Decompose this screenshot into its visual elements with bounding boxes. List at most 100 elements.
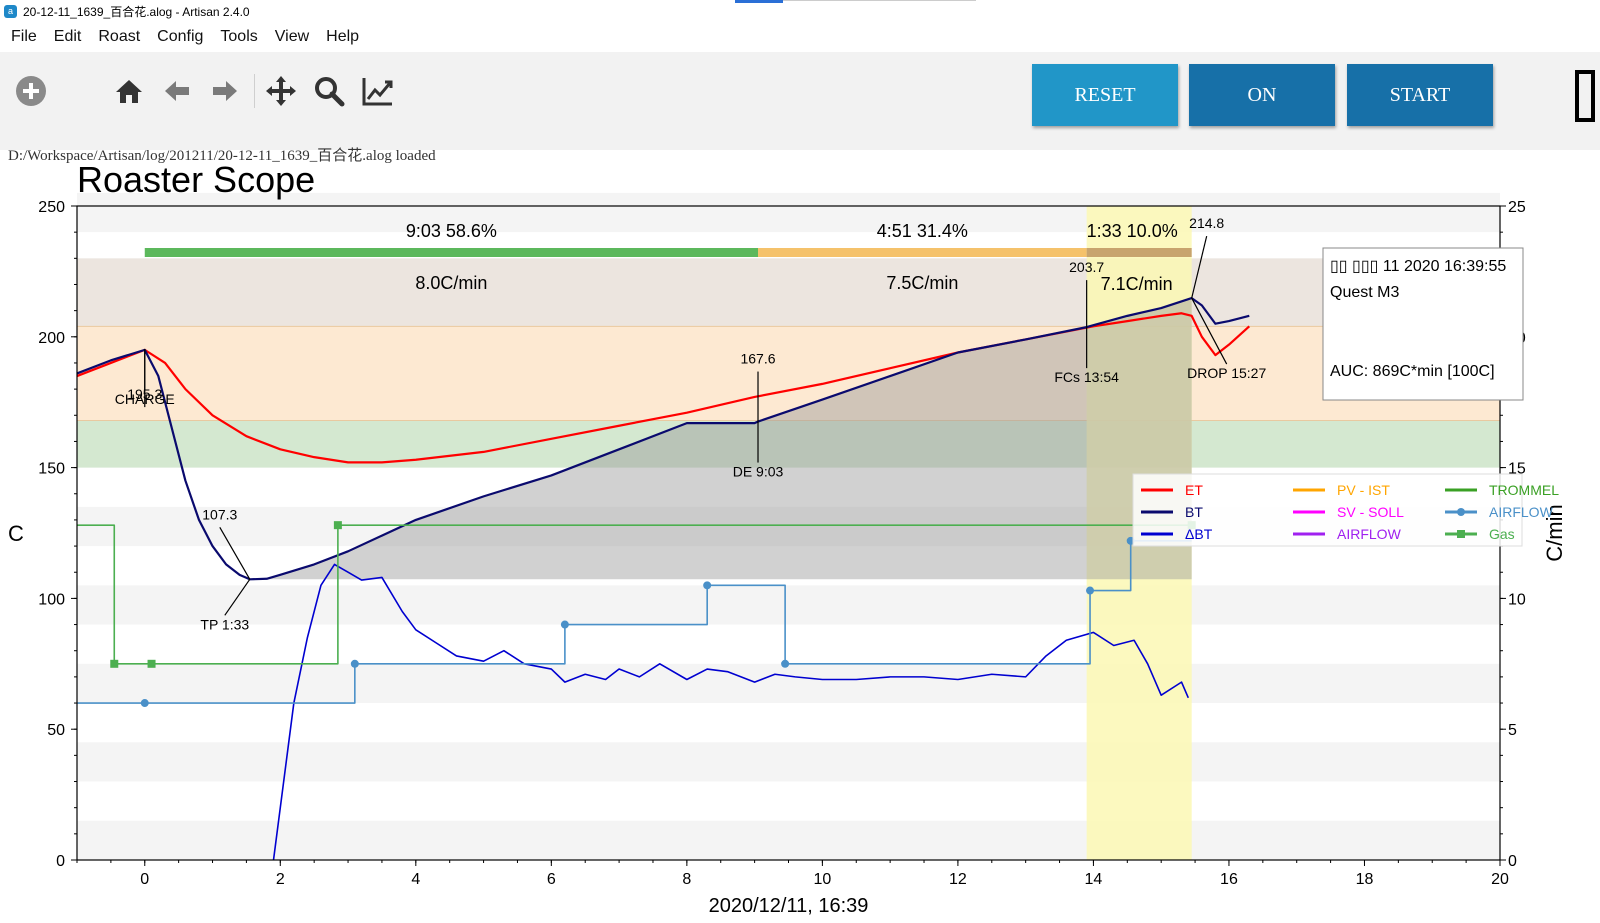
- home-icon[interactable]: [112, 74, 146, 108]
- y2-tick-label: 25: [1508, 199, 1526, 216]
- series-bt-line: [76, 296, 1250, 581]
- x-tick-label: 8: [682, 871, 691, 888]
- menu-edit[interactable]: Edit: [53, 28, 82, 45]
- airflow-marker: [350, 659, 359, 668]
- x-tick-label: 12: [949, 871, 967, 888]
- window-title: 20-12-11_1639_百合花.alog - Artisan 2.4.0: [23, 4, 250, 19]
- chart-title: Roaster Scope: [77, 159, 315, 200]
- toolbar-separator: [254, 74, 255, 108]
- y2-axis-label: C/min: [1542, 504, 1567, 561]
- event-leader-line: [219, 527, 251, 580]
- roast-profile-chart[interactable]: 9:03 58.6% 8.0C/min 4:51 31.4% 7.5C/min 1:33…: [0, 158, 1600, 923]
- y-tick-label: 0: [56, 853, 65, 870]
- x-tick-label: 2: [276, 871, 285, 888]
- legend-label: SV - SOLL: [1337, 504, 1404, 520]
- menu-config[interactable]: Config: [157, 28, 204, 45]
- menu-file[interactable]: File: [11, 28, 37, 45]
- legend-label: AIRFLOW: [1337, 526, 1402, 542]
- info-box-machine: Quest M3: [1330, 284, 1399, 301]
- menu-help[interactable]: Help: [326, 28, 360, 45]
- zoom-icon[interactable]: [312, 74, 346, 108]
- legend-label: BT: [1185, 504, 1203, 520]
- phase-ror-label: 8.0C/min: [415, 273, 487, 293]
- info-box-date: ▯▯ ▯▯▯ 11 2020 16:39:55: [1330, 258, 1506, 275]
- y-tick-label: 200: [38, 330, 65, 347]
- x-tick-label: 16: [1220, 871, 1238, 888]
- add-icon[interactable]: [14, 74, 48, 108]
- y-axis-label: C: [8, 521, 24, 546]
- phase-time-label: 1:33 10.0%: [1087, 221, 1178, 241]
- legend-label: ET: [1185, 482, 1203, 498]
- event-value-label: 203.7: [1069, 259, 1104, 275]
- y2-tick-label: 0: [1508, 853, 1517, 870]
- reset-button[interactable]: RESET: [1032, 64, 1178, 126]
- event-name-label: CHARGE: [115, 391, 175, 407]
- event-name-label: FCs 13:54: [1054, 369, 1119, 385]
- gas-marker: [147, 659, 156, 668]
- back-arrow-icon[interactable]: [160, 74, 194, 108]
- event-value-label: 214.8: [1189, 215, 1224, 231]
- x-tick-label: 10: [813, 871, 831, 888]
- grid-band: [77, 663, 1500, 704]
- airflow-marker: [140, 699, 149, 708]
- airflow-marker: [703, 581, 712, 590]
- chart-icon[interactable]: [361, 74, 395, 108]
- x-tick-label: 14: [1085, 871, 1103, 888]
- info-box: [1322, 247, 1524, 401]
- legend-label: PV - IST: [1337, 482, 1390, 498]
- phase-time-label: 4:51 31.4%: [877, 221, 968, 241]
- toolbar: RESET ON START 0: [0, 52, 1600, 150]
- airflow-marker: [781, 659, 790, 668]
- info-box-auc: AUC: 869C*min [100C]: [1330, 363, 1495, 380]
- airflow-marker: [1086, 586, 1095, 595]
- phase-ror-label: 7.1C/min: [1101, 274, 1173, 294]
- event-name-label: DE 9:03: [733, 464, 784, 480]
- phase-bar: [758, 248, 1087, 257]
- y-tick-label: 50: [47, 722, 65, 739]
- auc-area: [249, 298, 1192, 580]
- window-divider: [783, 0, 976, 1]
- gas-marker: [333, 521, 342, 530]
- y2-tick-label: 10: [1508, 591, 1526, 608]
- series-bt-line: [272, 563, 1190, 861]
- menu-tools[interactable]: Tools: [220, 28, 258, 45]
- event-value-label: 195.3: [127, 386, 162, 402]
- pan-icon[interactable]: [264, 74, 298, 108]
- start-button[interactable]: START: [1347, 64, 1493, 126]
- event-name-label: TP 1:33: [200, 616, 249, 632]
- y-tick-label: 150: [38, 461, 65, 478]
- y-tick-label: 250: [38, 199, 65, 216]
- phase-time-label: 9:03 58.6%: [406, 221, 497, 241]
- menu-view[interactable]: View: [274, 28, 310, 45]
- grid-band: [77, 192, 1500, 233]
- artisan-app-icon: a: [4, 4, 17, 18]
- window-titlebar: a 20-12-11_1639_百合花.alog - Artisan 2.4.0: [0, 0, 1600, 22]
- event-value-label: 107.3: [202, 506, 237, 522]
- airflow-marker: [560, 620, 569, 629]
- y2-tick-label: 15: [1508, 461, 1526, 478]
- legend-label: ΔBT: [1185, 526, 1213, 542]
- on-button[interactable]: ON: [1189, 64, 1335, 126]
- x-tick-label: 4: [411, 871, 420, 888]
- menu-roast[interactable]: Roast: [98, 28, 141, 45]
- event-leader-line: [224, 578, 251, 616]
- series-et-line: [76, 312, 1251, 464]
- active-window-indicator: [735, 0, 783, 3]
- x-tick-label: 0: [140, 871, 149, 888]
- event-name-label: DROP 15:27: [1187, 365, 1266, 381]
- legend-label: TROMMEL: [1489, 482, 1559, 498]
- legend-label: Gas: [1489, 526, 1515, 542]
- phase-band: [77, 326, 1500, 421]
- lcd-timer-display: 0: [1575, 70, 1595, 122]
- event-leader-line: [1191, 297, 1228, 365]
- x-axis-label: 2020/12/11, 16:39: [709, 895, 869, 917]
- phase-ror-label: 7.5C/min: [886, 273, 958, 293]
- grid-band: [77, 820, 1500, 860]
- phase-bar: [1086, 248, 1192, 257]
- phase-bar: [144, 248, 759, 257]
- phase-band: [77, 420, 1500, 468]
- forward-arrow-icon[interactable]: [208, 74, 242, 108]
- legend-label: AIRFLOW: [1489, 504, 1554, 520]
- x-tick-label: 18: [1356, 871, 1374, 888]
- menu-bar: File Edit Roast Config Tools View Help: [0, 22, 1600, 52]
